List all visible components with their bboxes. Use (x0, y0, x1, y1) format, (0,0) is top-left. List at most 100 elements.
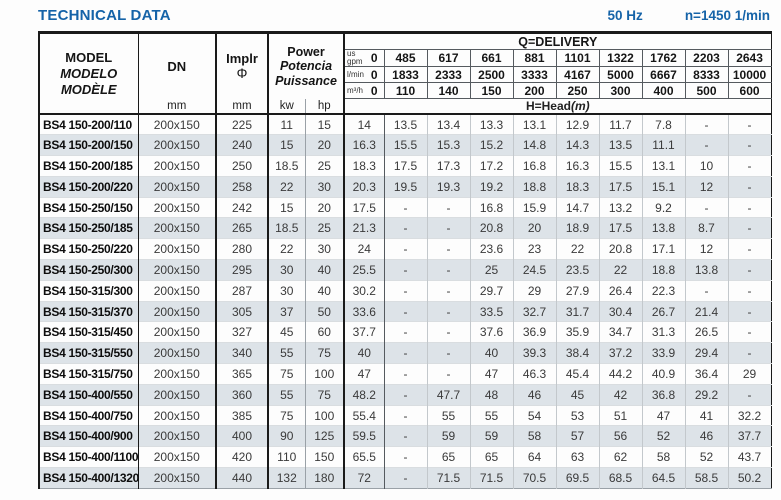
head-value-cell: 13.1 (642, 155, 686, 177)
model-header-es: MODELO (60, 65, 118, 81)
dn-cell: 200x150 (138, 363, 217, 385)
hp-cell: 20 (305, 134, 345, 156)
delivery-value: 1833 (384, 66, 428, 83)
hp-cell: 25 (305, 155, 345, 177)
head-value-cell: - (728, 238, 772, 260)
delivery-value: l/min 0 (344, 66, 385, 83)
head-value-cell: - (427, 196, 471, 218)
model-cell: BS4 150-400/550 (39, 383, 139, 406)
table-row: BS4 150-200/150 200x150 240 15 20 16.3 15.5 15.… (39, 134, 772, 156)
head-value-cell: 33.6 (344, 300, 385, 322)
head-value-cell: 12 (685, 175, 729, 198)
delivery-value: 200 (513, 82, 557, 99)
dn-cell: 200x150 (138, 446, 217, 468)
speed-label: n=1450 1/min (684, 8, 770, 23)
delivery-value: 10000 (728, 66, 772, 83)
head-value-cell: 18.3 (556, 175, 600, 198)
table-row: BS4 150-400/550 200x150 360 55 75 48.2-47.7 48… (39, 383, 772, 406)
impeller-cell: 240 (216, 134, 269, 156)
head-value-cell: 58 (513, 425, 557, 447)
head-value-cell: 19.3 (427, 175, 471, 198)
head-value-cell: 7.8 (642, 114, 686, 135)
head-value-cell: 40.9 (642, 363, 686, 385)
spec-group: 50 Hz n=1450 1/min (608, 8, 770, 23)
head-value-cell: 37.7 (344, 321, 385, 343)
delivery-row-lmin: l/min 0 1833 2333 2500 3333 4167 5000 6667 8333 10… (39, 66, 772, 83)
table-row: BS4 150-200/220 200x150 258 22 30 20.3 19.5 19.… (39, 175, 772, 198)
head-value-cell: 13.4 (427, 114, 471, 135)
hp-cell: 75 (305, 383, 345, 406)
head-value-cell: 12.9 (556, 114, 600, 135)
head-value-cell: 11.1 (642, 134, 686, 156)
head-value-cell: 72 (344, 467, 385, 489)
model-cell: BS4 150-250/300 (39, 259, 139, 281)
head-value-cell: 17.3 (427, 155, 471, 177)
table-row: BS4 150-400/900 200x150 400 90 125 59.5-59 59 5… (39, 425, 772, 447)
head-value-cell: - (384, 446, 428, 468)
impeller-cell: 365 (216, 363, 269, 385)
table-row: BS4 150-250/150 200x150 242 15 20 17.5- -16.8 1… (39, 196, 772, 218)
head-value-cell: 14.8 (513, 134, 557, 156)
head-value-cell: 16.3 (556, 155, 600, 177)
impeller-cell: 258 (216, 175, 269, 198)
head-value-cell: 11.7 (599, 114, 643, 135)
head-value-cell: 17.5 (344, 196, 385, 218)
head-value-cell: 40 (470, 342, 514, 364)
head-value-cell: - (384, 404, 428, 426)
head-value-cell: - (685, 134, 729, 156)
head-value-cell: - (728, 321, 772, 343)
dn-cell: 200x150 (138, 383, 217, 406)
head-value-cell: 26.4 (599, 279, 643, 302)
delivery-value: 2333 (427, 66, 471, 83)
impeller-cell: 242 (216, 196, 269, 218)
head-value-cell: 15.2 (470, 134, 514, 156)
head-value-cell: - (427, 363, 471, 385)
kw-cell: 22 (268, 175, 306, 198)
model-header-en: MODEL (65, 49, 113, 65)
delivery-zero-value: 0 (370, 83, 378, 98)
head-value-cell: - (728, 155, 772, 177)
page-title: TECHNICAL DATA (38, 7, 171, 24)
head-value-cell: 21.3 (344, 217, 385, 239)
head-value-cell: 29 (513, 279, 557, 302)
delivery-unit-label: us gpm (347, 49, 363, 66)
head-value-cell: - (728, 175, 772, 198)
head-value-cell: 56 (599, 425, 643, 447)
model-cell: BS4 150-200/220 (39, 175, 139, 198)
head-value-cell: - (384, 342, 428, 364)
model-cell: BS4 150-400/1320 (39, 467, 139, 489)
dn-cell: 200x150 (138, 196, 217, 218)
kw-cell: 110 (268, 446, 306, 468)
kw-cell: 75 (268, 404, 306, 426)
dn-cell: 200x150 (138, 342, 217, 364)
head-value-cell: 65 (427, 446, 471, 468)
delivery-value: 4167 (556, 66, 600, 83)
head-value-cell: 62 (599, 446, 643, 468)
impeller-unit-label: mm (216, 98, 269, 115)
hp-cell: 30 (305, 175, 345, 198)
hp-cell: 15 (305, 114, 345, 135)
head-value-cell: - (384, 363, 428, 385)
head-value-cell: 15.9 (513, 196, 557, 218)
head-value-cell: 32.2 (728, 404, 772, 426)
delivery-value: 500 (685, 82, 729, 99)
table-row: BS4 150-315/450 200x150 327 45 60 37.7- -37.6 3… (39, 321, 772, 343)
head-value-cell: 37.2 (599, 342, 643, 364)
impeller-cell: 250 (216, 155, 269, 177)
hp-cell: 75 (305, 342, 345, 364)
head-value-cell: - (427, 238, 471, 260)
delivery-value: 8333 (685, 66, 729, 83)
model-cell: BS4 150-315/370 (39, 300, 139, 322)
model-cell: BS4 150-200/110 (39, 114, 139, 135)
head-value-cell: 63 (556, 446, 600, 468)
model-header-fr: MODÈLE (60, 81, 117, 97)
model-cell: BS4 150-315/750 (39, 363, 139, 385)
head-value-cell: - (384, 217, 428, 239)
delivery-row-usgpm: us gpm 0 485 617 661 881 1101 1322 1762 2203 2643 (39, 49, 772, 67)
head-value-cell: 36.4 (685, 363, 729, 385)
table-row: BS4 150-315/550 200x150 340 55 75 40- -40 39.3 3… (39, 342, 772, 364)
impeller-cell: 420 (216, 446, 269, 468)
head-value-cell: 18.8 (642, 259, 686, 281)
head-value-cell: 26.5 (685, 321, 729, 343)
dn-cell: 200x150 (138, 175, 217, 198)
